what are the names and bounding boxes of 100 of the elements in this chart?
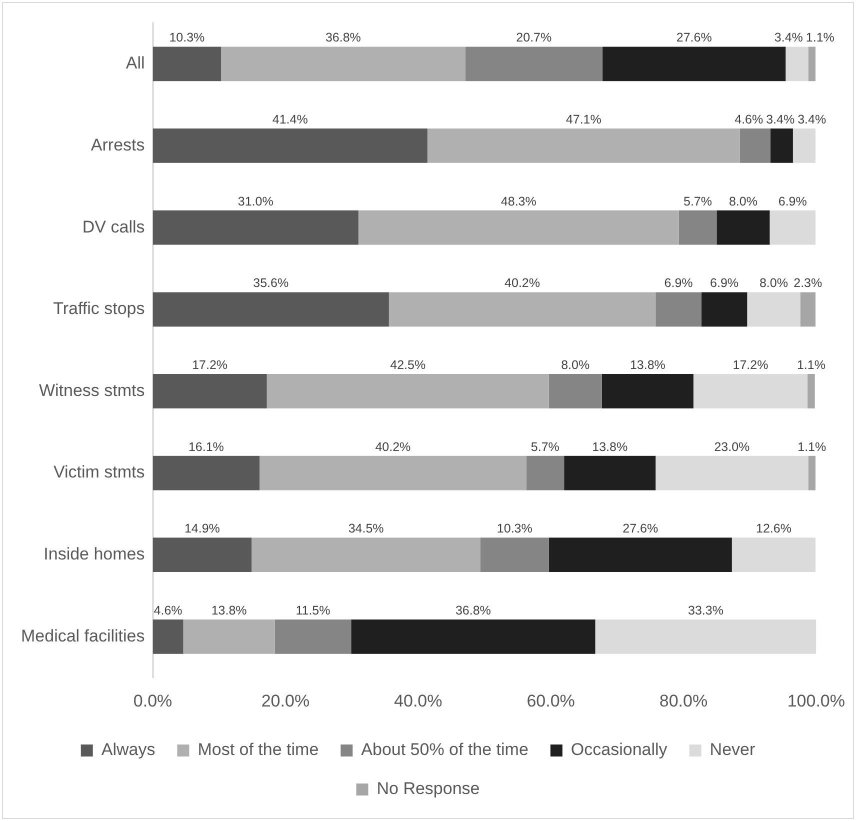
bar <box>548 538 732 572</box>
bar <box>152 46 222 82</box>
data-label: 4.6% <box>154 604 182 618</box>
bar <box>792 128 816 163</box>
bar <box>548 374 602 408</box>
legend-label: Occasionally <box>570 740 668 760</box>
data-label: 33.3% <box>688 604 724 618</box>
bar <box>656 292 702 327</box>
bar <box>786 46 808 82</box>
x-tick-label: 20.0% <box>261 691 310 710</box>
data-label: 8.0% <box>728 194 758 208</box>
data-label: 42.5% <box>390 358 426 372</box>
bar <box>678 210 717 245</box>
data-label: 3.4% <box>766 112 795 127</box>
bar <box>152 620 184 654</box>
bar <box>656 456 808 490</box>
bar <box>351 620 596 654</box>
data-label: 47.1% <box>566 112 602 127</box>
data-label: 11.5% <box>296 604 330 618</box>
data-label: 3.4% <box>774 30 803 45</box>
bar <box>252 538 480 572</box>
bar <box>595 620 816 654</box>
y-tick-label: Arrests <box>90 135 145 154</box>
data-label: 1.1% <box>798 440 826 454</box>
y-tick-label: All <box>126 54 145 73</box>
data-label: 14.9% <box>184 522 220 536</box>
data-label: 36.8% <box>455 604 491 618</box>
data-label: 20.7% <box>516 30 552 45</box>
data-label: 6.9% <box>778 194 807 208</box>
bar <box>388 292 656 327</box>
data-label: 6.9% <box>710 276 739 290</box>
bar <box>602 374 694 408</box>
bar <box>221 46 466 82</box>
data-label: 40.2% <box>375 440 411 454</box>
bar <box>358 210 679 245</box>
data-label: 34.5% <box>348 522 384 536</box>
data-label: 27.6% <box>622 522 658 536</box>
bar <box>152 456 260 490</box>
data-label: 4.6% <box>734 112 764 127</box>
y-tick-label: DV calls <box>82 217 145 236</box>
data-label: 2.3% <box>794 276 822 290</box>
bar <box>152 210 358 245</box>
data-label: 8.0% <box>561 358 590 372</box>
data-label: 13.8% <box>630 358 666 372</box>
legend-label: About 50% of the time <box>361 740 528 760</box>
data-label: 3.4% <box>798 112 826 127</box>
bar <box>808 456 816 490</box>
data-label: 10.3% <box>169 30 205 45</box>
bar <box>480 538 549 572</box>
legend-label: Always <box>101 740 156 760</box>
bar <box>465 46 603 82</box>
bar <box>740 128 770 163</box>
bar <box>152 292 389 327</box>
data-label: 31.0% <box>238 194 274 208</box>
y-tick-label: Victim stmts <box>53 462 145 482</box>
data-label: 16.1% <box>188 440 224 454</box>
x-tick-label: 40.0% <box>394 691 442 710</box>
y-tick-label: Witness stmts <box>38 380 145 400</box>
bar <box>427 128 740 163</box>
data-label: 40.2% <box>504 276 540 290</box>
data-label: 17.2% <box>732 358 768 372</box>
bar <box>716 210 770 245</box>
bar <box>564 456 656 490</box>
data-label: 10.3% <box>496 522 532 536</box>
bar <box>602 46 786 82</box>
bar <box>260 456 526 490</box>
bar <box>701 292 748 327</box>
data-label: 12.6% <box>756 522 792 536</box>
y-tick-label: Inside homes <box>44 544 145 564</box>
y-tick-label: Medical facilities <box>21 626 145 646</box>
data-label: 5.7% <box>684 194 712 208</box>
bar <box>152 538 252 572</box>
legend-label: Never <box>710 740 756 760</box>
x-tick-label: 0.0% <box>133 691 172 710</box>
data-label: 13.8% <box>211 604 247 618</box>
x-tick-label: 80.0% <box>659 691 708 710</box>
bar <box>770 210 816 245</box>
bar <box>693 374 808 408</box>
bar <box>808 374 815 408</box>
data-label: 23.0% <box>714 440 750 454</box>
data-label: 5.7% <box>530 440 560 454</box>
x-tick-label: 60.0% <box>526 691 575 710</box>
data-label: 6.9% <box>664 276 693 290</box>
bar <box>274 620 352 654</box>
bar <box>152 128 428 163</box>
legend-label: Most of the time <box>198 740 319 760</box>
data-label: 1.1% <box>796 358 826 372</box>
bar <box>747 292 800 327</box>
data-label: 35.6% <box>253 276 289 290</box>
data-label: 8.0% <box>759 276 788 290</box>
bar <box>732 538 816 572</box>
data-label: 13.8% <box>592 440 628 454</box>
data-label: 48.3% <box>500 194 536 208</box>
data-label: 17.2% <box>192 358 228 372</box>
legend-label: No Response <box>376 779 480 798</box>
bar <box>800 292 816 327</box>
bar <box>266 374 549 408</box>
bar <box>770 128 793 163</box>
bar <box>808 46 816 82</box>
x-tick-label: 100.0% <box>787 691 846 710</box>
